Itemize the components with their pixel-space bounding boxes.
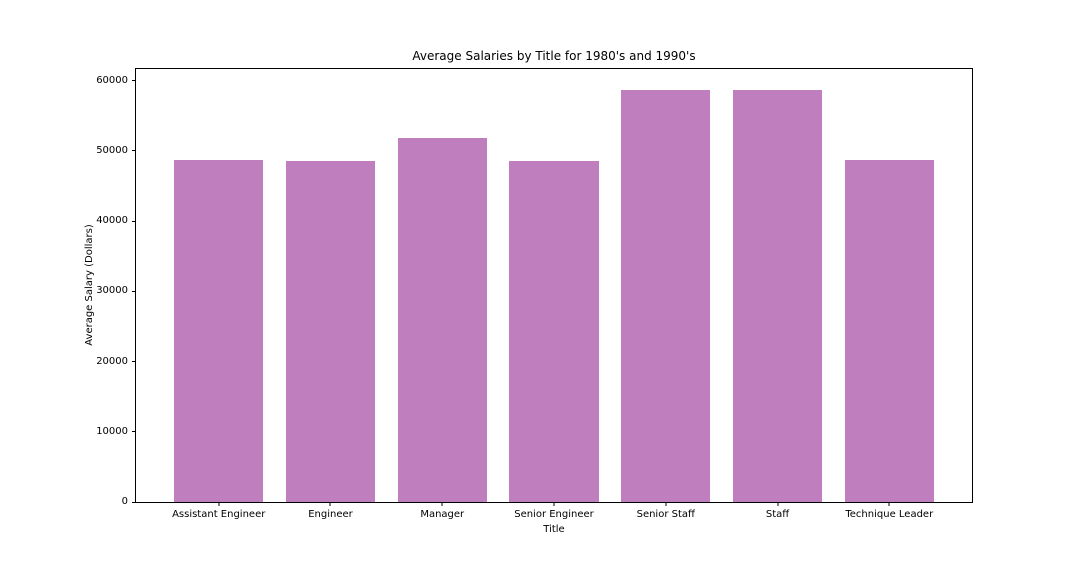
bar-manager [397, 137, 487, 502]
y-tick-mark [132, 361, 136, 363]
x-tick-label-senior-engineer: Senior Engineer [514, 509, 594, 520]
x-tick-label-manager: Manager [420, 509, 465, 520]
bar-senior-engineer [509, 161, 599, 502]
y-tick-label: 20000 [96, 355, 128, 367]
x-tick-mark [441, 502, 443, 506]
y-axis-label: Average Salary (Dollars) [84, 224, 95, 346]
y-tick-label: 50000 [96, 144, 128, 156]
y-tick-mark [132, 501, 136, 503]
x-tick-mark [665, 502, 667, 506]
x-tick-label-senior-staff: Senior Staff [636, 509, 695, 520]
bar-senior-staff [621, 89, 711, 502]
x-tick-mark [329, 502, 331, 506]
y-tick-label: 40000 [96, 215, 128, 227]
y-tick-label: 30000 [96, 285, 128, 297]
bar-staff [732, 89, 823, 502]
bar-assistant-engineer [174, 159, 264, 502]
x-tick-label-assistant-engineer: Assistant Engineer [172, 509, 266, 520]
x-tick-mark [777, 502, 779, 506]
y-tick-mark [132, 80, 136, 82]
x-tick-label-engineer: Engineer [308, 509, 353, 520]
y-tick-label: 10000 [96, 425, 128, 437]
x-tick-mark [888, 502, 890, 506]
plot-area: 0 10000 20000 30000 40000 50000 60000 Assistant… [96, 68, 973, 520]
bar-technique-leader [844, 159, 934, 502]
y-tick-mark [132, 220, 136, 222]
x-axis-label: Title [543, 524, 565, 535]
y-tick-label: 0 [121, 496, 128, 507]
y-tick-mark [132, 150, 136, 152]
x-tick-mark [218, 502, 220, 506]
y-tick-label: 60000 [96, 74, 128, 86]
bar-engineer [285, 161, 376, 502]
x-tick-mark [553, 502, 555, 506]
y-tick-mark [132, 431, 136, 433]
x-tick-label-technique-leader: Technique Leader [845, 509, 934, 520]
y-tick-mark [132, 290, 136, 292]
chart-title: Average Salaries by Title for 1980's and… [412, 49, 696, 63]
x-tick-label-staff: Staff [765, 509, 790, 520]
